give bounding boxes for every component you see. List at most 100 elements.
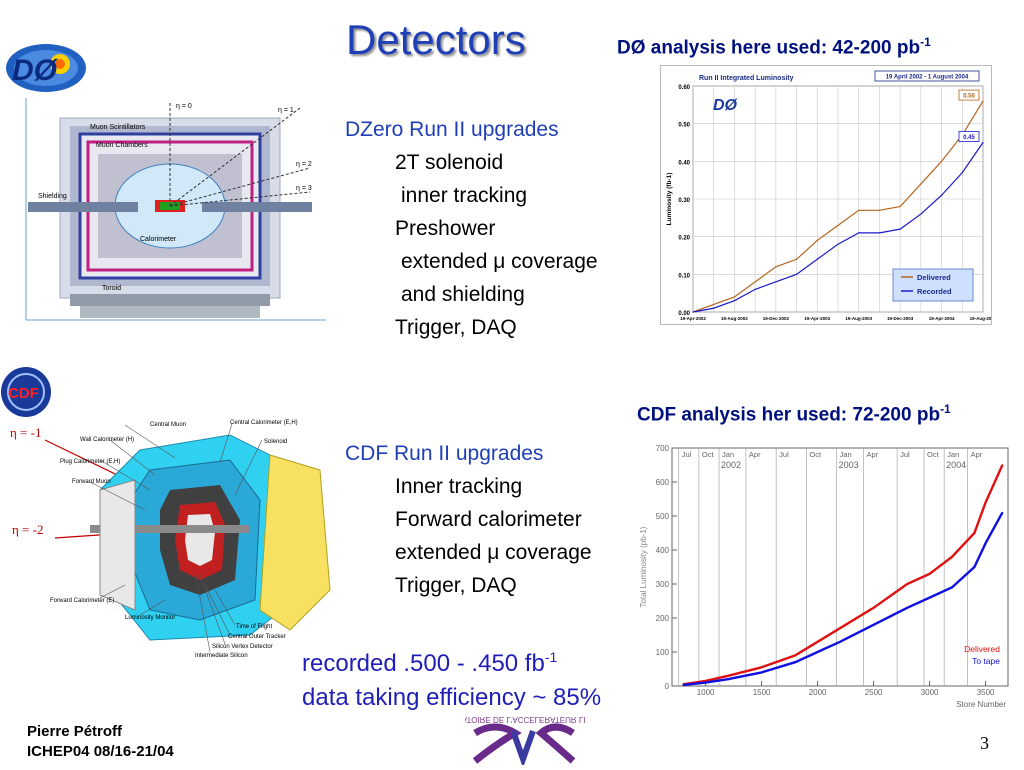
list-item: and shielding (401, 283, 525, 306)
data-point (951, 586, 953, 589)
y-tick-label: 0.40 (678, 160, 690, 166)
label-toroid: Toroid (102, 285, 121, 292)
legend-entry: Recorded (917, 287, 952, 296)
d0-caption-text: DØ analysis here used: 42-200 pb (617, 37, 921, 59)
data-point (928, 596, 931, 599)
data-point (794, 661, 796, 663)
month-label: Oct (702, 450, 715, 459)
end-label-box (958, 131, 980, 142)
label-luminosity-monitor: Luminosity Monitor (125, 615, 175, 621)
cdf-caption-sup: -1 (940, 402, 951, 416)
data-point (858, 209, 860, 211)
list-item: Forward calorimeter (395, 508, 582, 531)
month-label: Apr (749, 450, 761, 459)
cdf-caption-text: CDF analysis her used: 72-200 pb (637, 404, 941, 426)
y-tick-label: 0.10 (678, 273, 690, 279)
y-tick-label: 300 (656, 580, 670, 589)
label-wall-calorimeter: Wall Calorimeter (H) (80, 437, 134, 443)
data-point (794, 654, 796, 657)
data-point (760, 671, 763, 674)
data-point (775, 266, 777, 268)
y-tick-label: 700 (656, 444, 670, 453)
legend-box (892, 268, 974, 302)
list-item: Trigger, DAQ (395, 574, 517, 597)
data-point (754, 288, 756, 290)
data-point (872, 607, 875, 609)
legend-entry: To tape (972, 656, 1000, 666)
y-tick-label: 600 (656, 478, 670, 487)
footer-event: ICHEP04 08/16-21/04 (27, 743, 174, 760)
data-point (727, 675, 729, 677)
label-shielding: Shielding (38, 193, 67, 200)
data-point (837, 243, 839, 245)
data-point (816, 641, 819, 643)
label-muon-chambers: Muon Chambers (96, 142, 148, 149)
data-point (713, 307, 715, 309)
cdf-logo: CDF (0, 366, 52, 418)
data-point (984, 501, 987, 504)
data-point (816, 239, 818, 242)
label-central-muon: Central Muon (150, 422, 186, 428)
cdf-detector-diagram: Central Muon Central Calorimeter (E,H) W… (0, 410, 335, 665)
label-calorimeter: Calorimeter (140, 236, 177, 243)
x-tick-label: 19-Apr-2004 (929, 316, 955, 321)
month-label: Jan (840, 450, 852, 459)
summary-line-efficiency: data taking efficiency ~ 85% (302, 684, 602, 711)
y-tick-label: 0.20 (678, 236, 690, 242)
conference-logo: LABORATOIRE DE L'ACCELERATEUR LINEAIRE (435, 703, 615, 768)
label-central-calorimeter: Central Calorimeter (E,H) (230, 420, 298, 426)
data-point (760, 666, 763, 669)
label-time-of-flight: Time of Flight (236, 624, 272, 630)
year-label: 2004 (946, 460, 966, 470)
x-tick-label: 3000 (921, 688, 939, 697)
x-tick-label: 19-Apr-2002 (680, 316, 706, 321)
end-label: 0.45 (963, 135, 975, 141)
x-tick-label: 3500 (977, 688, 995, 697)
data-point (795, 258, 798, 260)
data-point (951, 556, 953, 558)
label-forward-calorimeter: Forward Calorimeter (E) (50, 598, 114, 604)
date-range-box (874, 70, 980, 82)
d0-detector-diagram: Muon Scintillators Muon Chambers Shieldi… (10, 98, 326, 328)
label-central-outer-tracker: Central Outer Tracker (228, 634, 286, 640)
cdf-analysis-caption: CDF analysis her used: 72-200 pb-1 (637, 402, 951, 426)
data-point (982, 100, 984, 102)
data-point (858, 232, 860, 234)
month-label: Apr (867, 450, 879, 459)
data-point (704, 680, 707, 682)
chart-title: Run II Integrated Luminosity (699, 75, 794, 82)
data-point (1001, 464, 1004, 466)
data-point (973, 532, 976, 534)
month-label: Oct (809, 450, 822, 459)
list-item: Preshower (395, 217, 496, 240)
slide-title: Detectors (346, 16, 526, 63)
list-item: extended μ coverage (395, 541, 592, 564)
conference-logo-text: LABORATOIRE DE L'ACCELERATEUR LINEAIRE (465, 715, 585, 724)
data-point (839, 627, 841, 629)
list-item: Trigger, DAQ (395, 316, 517, 339)
data-point (984, 542, 987, 544)
data-point (754, 281, 756, 283)
d0-logo-text: DØ (12, 54, 59, 87)
data-point (906, 607, 908, 609)
cdf-luminosity-chart: 0 100 200 300 400 500 600 700 1000 1500 2000 2500 30… (636, 440, 1012, 712)
d0-caption-sup: -1 (920, 35, 931, 49)
y-tick-label: 400 (656, 546, 670, 555)
data-point (1001, 511, 1004, 514)
legend-entry: Delivered (917, 273, 951, 282)
legend-entry: Delivered (964, 644, 1000, 654)
x-tick-label: 19-Dec-2002 (763, 316, 790, 321)
data-point (837, 224, 839, 226)
summary-line1-sup: -1 (544, 649, 558, 665)
y-tick-label: 500 (656, 512, 670, 521)
month-label: Jul (900, 450, 910, 459)
month-label: Jul (779, 450, 789, 459)
y-axis-label: Total Luminosity (pb-1) (639, 526, 648, 607)
summary-line-recorded: recorded .500 - .450 fb-1 (302, 640, 601, 681)
label-forward-muon: Forward Muon (72, 479, 111, 485)
date-range-label: 19 April 2002 - 1 August 2004 (886, 75, 969, 81)
data-point (839, 641, 841, 643)
list-item: inner tracking (401, 184, 528, 207)
data-point (872, 624, 875, 626)
data-point (775, 281, 777, 283)
